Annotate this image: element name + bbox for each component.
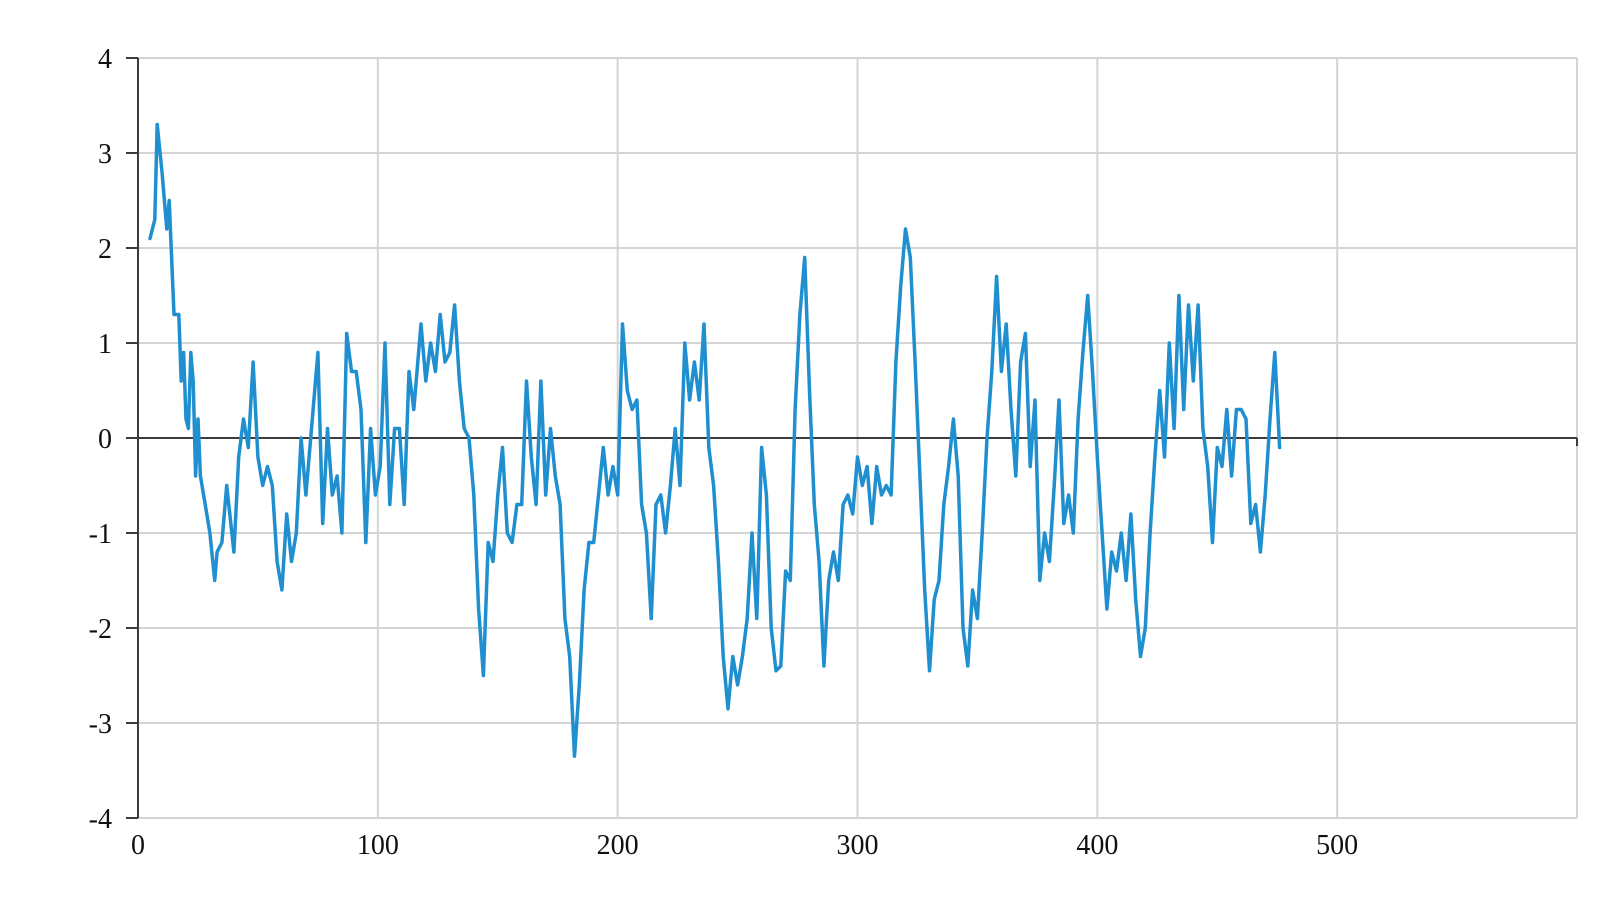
y-tick-label: -2	[89, 614, 112, 645]
y-tick-label: -1	[89, 519, 112, 550]
data-series-line	[148, 122, 1282, 759]
x-tick-label: 500	[1316, 830, 1358, 861]
y-tick-label: -4	[89, 804, 112, 835]
y-tick-label: -3	[89, 709, 112, 740]
x-tick-label: 0	[131, 830, 145, 861]
x-tick-label: 400	[1076, 830, 1118, 861]
tick-labels-layer: 4 3 2 1 0 -1 -2 -3 -4 0 100 200 300 400 500	[89, 44, 1358, 861]
y-tick-label: 2	[98, 234, 112, 265]
axis-layer	[126, 57, 1578, 819]
x-tick-label: 300	[837, 830, 879, 861]
y-tick-label: 4	[98, 44, 112, 75]
y-tick-label: 0	[98, 424, 112, 455]
series-layer	[148, 122, 1282, 759]
y-tick-label: 1	[98, 329, 112, 360]
x-tick-label: 100	[357, 830, 399, 861]
x-tick-label: 200	[597, 830, 639, 861]
y-tick-label: 3	[98, 139, 112, 170]
